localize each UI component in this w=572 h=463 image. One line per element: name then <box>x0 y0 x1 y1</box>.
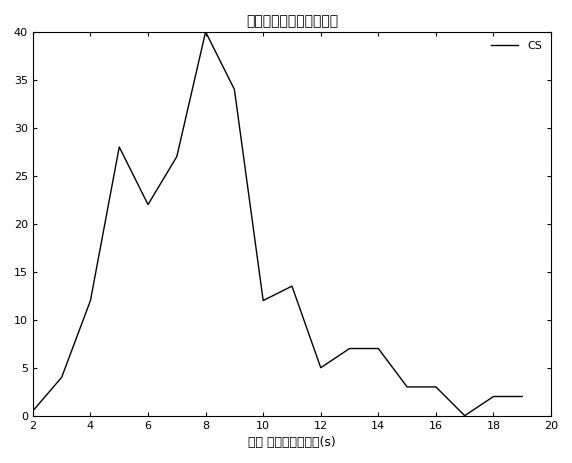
Legend: CS: CS <box>487 38 546 54</box>
Title: 平均（再饱和持续时间）: 平均（再饱和持续时间） <box>246 14 338 28</box>
X-axis label: 平均 再饱和持续时间(s): 平均 再饱和持续时间(s) <box>248 436 336 449</box>
